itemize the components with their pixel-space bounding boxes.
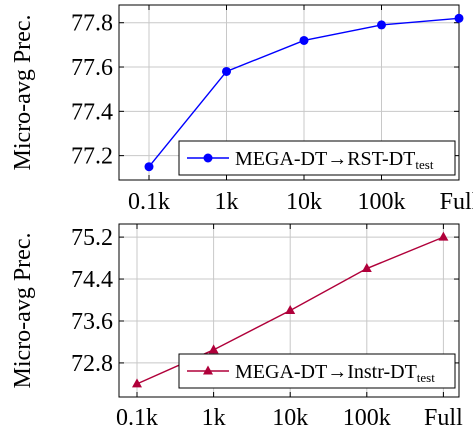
x-tick-label: Full (424, 405, 463, 426)
data-point (132, 378, 142, 388)
x-tick-label: 1k (202, 405, 226, 426)
y-tick-label: 75.2 (71, 225, 113, 251)
x-tick-label: 1k (215, 189, 239, 215)
data-point (144, 162, 154, 172)
data-point (438, 231, 449, 241)
y-axis-label: Micro-avg Prec. (10, 15, 36, 171)
y-tick-label: 77.8 (71, 11, 113, 37)
plot-frame (118, 223, 460, 398)
data-point (208, 344, 219, 354)
y-tick-label: 77.6 (71, 55, 113, 81)
x-tick-label: 10k (272, 405, 308, 426)
data-point (377, 20, 386, 30)
y-axis-label: Micro-avg Prec. (10, 233, 36, 389)
y-tick-label: 74.4 (71, 267, 113, 293)
chart-1: 77.2 77.4 77.6 77.8 0.1k 1k 10k 100k Full Micro-a… (10, 4, 473, 215)
data-point (222, 66, 231, 76)
legend-marker (203, 153, 213, 163)
legend-label: MEGA-DT→RST-DTtest (235, 148, 434, 172)
y-tick-label: 77.4 (71, 99, 113, 125)
chart-2: 72.8 73.6 74.4 75.2 0.1k 1k 10k 100k Full Micro-a… (10, 223, 463, 426)
x-tick-label: 10k (286, 189, 322, 215)
data-point (285, 305, 296, 314)
y-tick-label: 72.8 (71, 351, 113, 377)
data-point (361, 263, 372, 273)
data-point (454, 13, 464, 23)
legend-label: MEGA-DT→Instr-DTtest (235, 361, 435, 385)
x-tick-label: Full (440, 189, 473, 215)
x-tick-label: 100k (358, 189, 406, 215)
plot-frame (118, 4, 460, 181)
x-tick-label: 100k (343, 405, 391, 426)
legend-marker (203, 365, 213, 375)
y-tick-label: 73.6 (71, 309, 113, 335)
y-tick-label: 77.2 (71, 144, 113, 170)
x-tick-label: 0.1k (116, 405, 158, 426)
data-point (299, 35, 309, 45)
x-tick-label: 0.1k (128, 189, 170, 215)
